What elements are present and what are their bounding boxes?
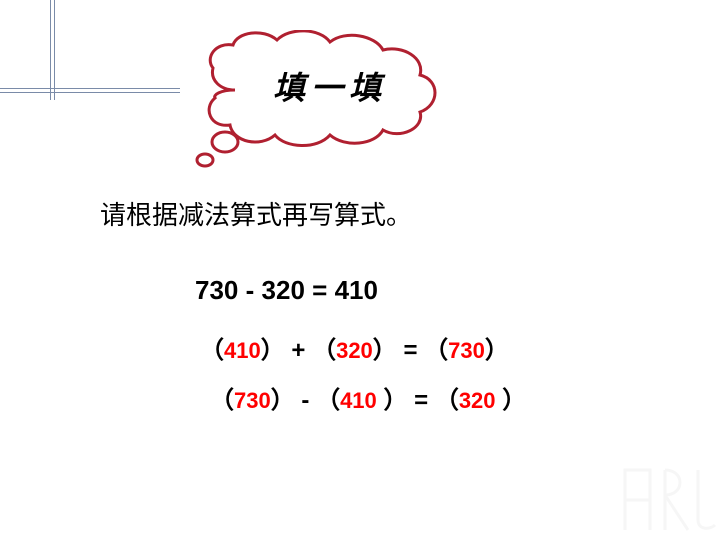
l2-b: 320 <box>336 338 373 363</box>
l2-c: 730 <box>448 338 485 363</box>
equation-addition: （410） + （320） = （730） <box>200 330 509 365</box>
main-c: 410 <box>335 275 378 305</box>
main-a: 730 <box>195 275 238 305</box>
equation-subtraction: （730） - （410 ） = （320 ） <box>210 380 526 415</box>
instruction-text: 请根据减法算式再写算式。 <box>100 195 412 232</box>
l2-eq: = <box>403 337 417 364</box>
l2-op: + <box>291 337 305 364</box>
main-equation: 730 - 320 = 410 <box>195 275 378 306</box>
cloud-title: 填一填 <box>245 63 415 109</box>
l3-b: 410 <box>340 388 377 413</box>
l3-op: - <box>301 387 309 414</box>
l3-eq: = <box>414 387 428 414</box>
l3-a: 730 <box>234 388 271 413</box>
main-op: - <box>246 275 255 305</box>
main-b: 320 <box>262 275 305 305</box>
corner-decoration <box>0 0 180 100</box>
l2-a: 410 <box>224 338 261 363</box>
l3-c: 320 <box>459 388 496 413</box>
watermark-icon <box>610 450 720 540</box>
thought-cloud: 填一填 <box>185 30 465 170</box>
main-eq: = <box>312 275 327 305</box>
